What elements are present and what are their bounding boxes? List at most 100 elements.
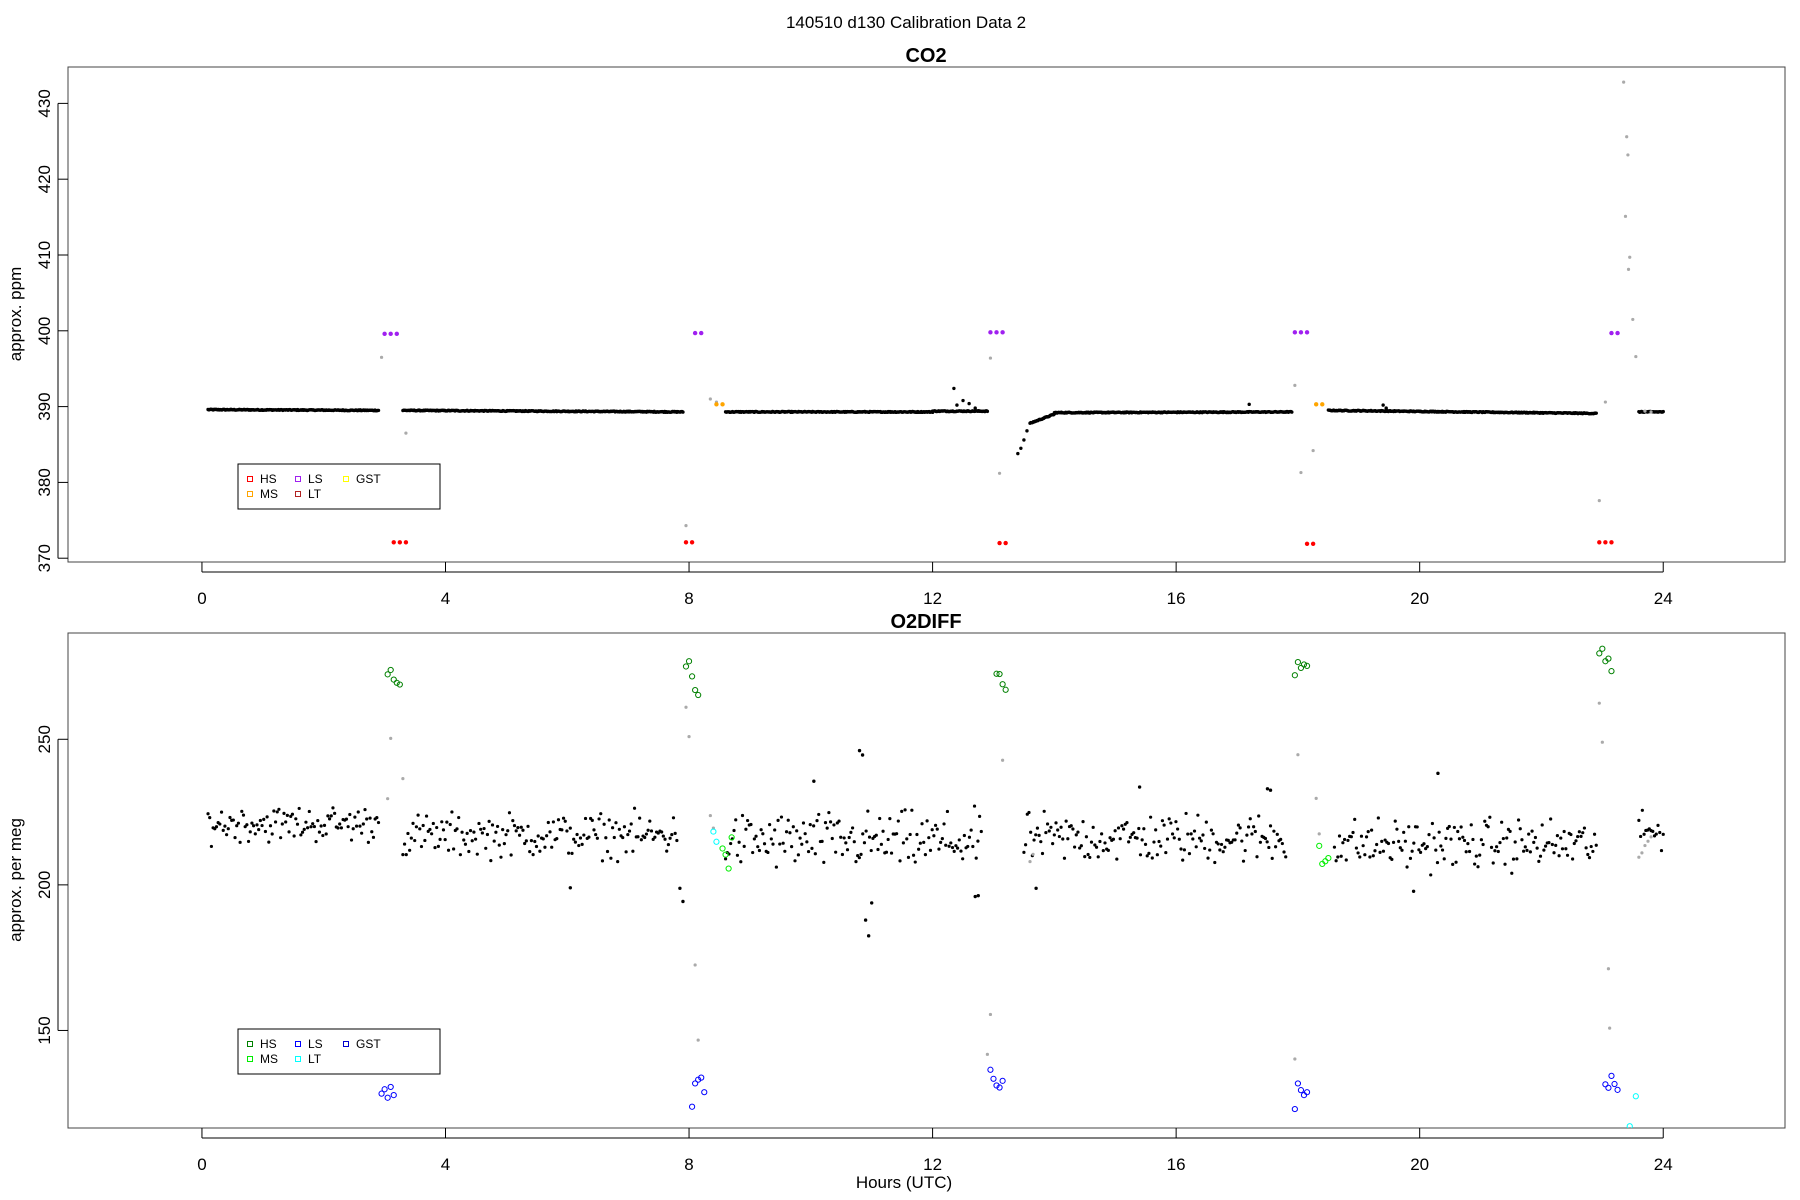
ambient-point	[524, 839, 528, 843]
calibration-point-ls	[699, 330, 704, 336]
ambient-point	[874, 833, 878, 837]
ambient-point	[1265, 840, 1269, 844]
ambient-point	[947, 844, 951, 848]
calibration-point-hs	[1300, 661, 1308, 668]
ambient-point	[401, 853, 405, 857]
ambient-point	[768, 823, 772, 827]
ambient-point	[1407, 825, 1411, 829]
ambient-point	[973, 406, 977, 410]
ambient-point	[495, 824, 500, 829]
y-tick-label: 370	[35, 544, 54, 572]
ambient-point	[1230, 840, 1234, 844]
calibration-point-hs	[689, 540, 695, 545]
ambient-point	[1116, 826, 1121, 830]
ambient-point	[1378, 850, 1382, 855]
ambient-point	[621, 835, 625, 840]
ambient-point	[250, 821, 254, 825]
ambient-point	[906, 855, 911, 859]
ambient-point	[1364, 835, 1369, 839]
calibration-point-ls	[388, 331, 393, 337]
calibration-point-hs	[1603, 540, 1608, 545]
ambient-point	[840, 852, 845, 857]
calibration-point-ls	[382, 331, 387, 337]
flagged-point	[1622, 80, 1626, 84]
ambient-point	[815, 819, 819, 823]
ambient-point	[1353, 817, 1357, 822]
ambient-point	[901, 841, 905, 845]
ambient-point	[793, 859, 797, 863]
ambient-point	[1489, 845, 1494, 849]
x-tick-label: 16	[1167, 589, 1186, 608]
ambient-point	[555, 837, 559, 841]
ambient-point	[859, 852, 863, 857]
ambient-point	[1179, 847, 1183, 851]
ambient-point	[1515, 857, 1519, 861]
ambient-point	[219, 810, 224, 814]
ambient-point	[597, 817, 601, 821]
ambient-point	[402, 842, 407, 846]
ambient-point	[739, 860, 743, 864]
ambient-point	[966, 844, 970, 849]
ambient-point	[969, 828, 973, 832]
ambient-point	[565, 829, 569, 833]
ambient-point	[519, 825, 523, 829]
ambient-point	[734, 818, 738, 822]
calibration-point-ls	[988, 330, 993, 335]
ambient-point	[1174, 820, 1178, 824]
y-tick-label: 420	[35, 165, 54, 193]
ambient-point	[862, 841, 867, 845]
ambient-point	[1247, 402, 1251, 407]
ambient-point	[723, 857, 728, 861]
ambient-point	[1035, 826, 1040, 830]
calibration-point-ls	[1294, 1080, 1302, 1087]
ambient-point	[1029, 830, 1033, 834]
ambient-point	[1589, 844, 1593, 849]
ambient-point	[837, 819, 841, 823]
ambient-point	[331, 806, 335, 810]
ambient-point	[972, 804, 977, 808]
ambient-point	[304, 820, 308, 824]
ambient-point	[561, 816, 566, 820]
ambient-point	[1405, 865, 1409, 869]
ambient-point	[644, 832, 649, 836]
ambient-point	[480, 831, 484, 835]
ambient-point	[1344, 858, 1348, 862]
calibration-point-ms	[720, 402, 725, 407]
ambient-point	[653, 835, 657, 839]
ambient-point	[1559, 836, 1563, 840]
ambient-point	[857, 856, 861, 860]
ambient-point	[521, 828, 525, 832]
ambient-point	[898, 859, 902, 863]
legend-symbol-hs	[247, 476, 253, 482]
ambient-point	[502, 842, 506, 846]
x-tick-label: 8	[684, 1155, 693, 1174]
ambient-point	[316, 818, 320, 823]
ambient-point	[1511, 857, 1516, 861]
ambient-point	[1459, 825, 1463, 829]
ambient-point	[246, 839, 251, 844]
ambient-point	[284, 820, 288, 824]
ambient-point	[531, 853, 535, 857]
flagged-point	[1311, 448, 1315, 453]
legend-label-lt: LT	[308, 487, 322, 501]
calibration-point-ls	[1300, 1091, 1308, 1099]
ambient-point	[354, 824, 359, 828]
flagged-point	[985, 1052, 989, 1056]
y-tick-label: 410	[35, 241, 54, 269]
flagged-point	[1296, 753, 1300, 757]
ambient-point	[866, 934, 871, 938]
calibration-point-ls	[381, 1086, 388, 1093]
ambient-point	[1137, 785, 1142, 789]
ambient-point	[849, 830, 853, 834]
ambient-point	[1432, 836, 1436, 840]
ambient-point	[857, 748, 862, 753]
ambient-point	[1341, 841, 1345, 845]
ambient-point	[408, 848, 412, 852]
calibration-point-hs	[999, 681, 1006, 688]
ambient-point	[1516, 818, 1521, 822]
ambient-point	[962, 833, 966, 838]
legend-label-ls: LS	[308, 1037, 323, 1051]
calibration-point-hs	[1002, 686, 1009, 693]
ambient-point	[1064, 819, 1068, 823]
